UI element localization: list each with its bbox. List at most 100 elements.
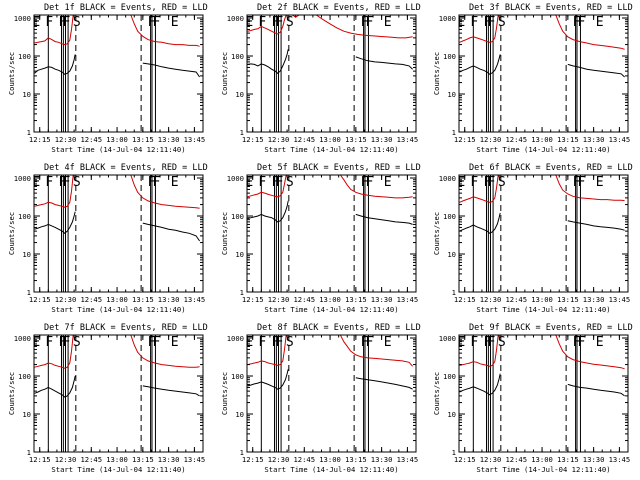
y-tick-label: 1000	[14, 334, 31, 343]
x-axis-label: Start Time (14-Jul-04 12:11:40)	[51, 145, 185, 154]
marker-label: F	[470, 15, 478, 30]
plot-frame	[246, 334, 417, 453]
x-tick-label: 13:45	[397, 295, 419, 304]
y-tick-label: 100	[18, 212, 31, 221]
x-tick-label: 13:45	[609, 295, 631, 304]
x-tick-label: 12:15	[29, 455, 51, 464]
events-series-line	[459, 373, 501, 396]
plot-content	[247, 15, 413, 132]
marker-label: F	[573, 175, 581, 190]
x-tick-label: 13:15	[345, 135, 367, 144]
detector-panel: Det 4f BLACK = Events, RED = LLD Counts/s…	[7, 163, 208, 314]
y-tick-label: 1000	[227, 174, 244, 183]
detector-panel: Det 5f BLACK = Events, RED = LLD Counts/s…	[220, 163, 421, 314]
panel-title: Det 9f BLACK = Events, RED = LLD	[469, 323, 633, 333]
plot-frame	[458, 174, 629, 293]
y-tick-label: 10	[235, 90, 244, 99]
marker-label: F	[271, 175, 279, 190]
events-series-line	[355, 377, 413, 390]
marker-label: F	[365, 15, 373, 30]
x-tick-label: 12:30	[480, 455, 502, 464]
x-tick-label: 12:45	[293, 135, 315, 144]
x-tick-label: 12:45	[293, 295, 315, 304]
events-series-line	[34, 211, 76, 234]
detector-panel: Det 9f BLACK = Events, RED = LLD Counts/s…	[432, 323, 633, 474]
marker-label: F	[258, 175, 266, 190]
x-tick-label: 13:30	[583, 455, 605, 464]
marker-label: F	[258, 15, 266, 30]
x-tick-label: 13:15	[557, 295, 579, 304]
plot-content	[34, 335, 200, 452]
x-axis-label: Start Time (14-Jul-04 12:11:40)	[264, 465, 398, 474]
marker-label: F	[276, 15, 284, 30]
x-tick-label: 12:30	[268, 135, 290, 144]
x-tick-label: 13:15	[557, 135, 579, 144]
plot-content	[459, 335, 625, 452]
y-tick-label: 10	[235, 410, 244, 419]
events-series-line	[34, 375, 76, 398]
panel-title: Det 8f BLACK = Events, RED = LLD	[257, 323, 421, 333]
events-series-line	[247, 200, 289, 223]
x-tick-label: 12:15	[29, 135, 51, 144]
x-tick-label: 13:30	[583, 295, 605, 304]
x-tick-label: 12:15	[454, 455, 476, 464]
x-axis-label: Start Time (14-Jul-04 12:11:40)	[51, 305, 185, 314]
marker-label: E	[171, 175, 179, 190]
plot-frame	[246, 174, 417, 293]
marker-label: E	[32, 175, 40, 190]
x-tick-label: 13:00	[106, 455, 128, 464]
x-axis-label: Start Time (14-Jul-04 12:11:40)	[264, 145, 398, 154]
x-tick-label: 13:45	[184, 455, 206, 464]
x-tick-label: 12:15	[454, 135, 476, 144]
x-tick-label: 13:30	[583, 135, 605, 144]
x-tick-label: 13:30	[158, 135, 180, 144]
x-tick-label: 13:45	[609, 455, 631, 464]
x-tick-label: 12:30	[480, 295, 502, 304]
marker-label: E	[457, 175, 465, 190]
x-tick-label: 12:15	[242, 455, 264, 464]
events-series-line	[34, 54, 76, 75]
x-axis-label: Start Time (14-Jul-04 12:11:40)	[476, 465, 610, 474]
marker-label: E	[596, 335, 604, 350]
marker-label: S	[498, 175, 506, 190]
events-series-line	[459, 212, 501, 234]
y-tick-label: 10	[447, 410, 456, 419]
plot-content	[247, 175, 413, 292]
x-tick-label: 12:15	[29, 295, 51, 304]
y-tick-label: 10	[235, 250, 244, 259]
y-tick-label: 100	[231, 372, 244, 381]
marker-label: F	[152, 15, 160, 30]
marker-label: F	[271, 335, 279, 350]
marker-label: E	[32, 15, 40, 30]
marker-label: E	[245, 335, 253, 350]
marker-label: F	[152, 175, 160, 190]
marker-label: F	[271, 15, 279, 30]
panel-title: Det 1f BLACK = Events, RED = LLD	[44, 3, 208, 13]
marker-label: S	[498, 15, 506, 30]
x-tick-label: 13:00	[319, 295, 341, 304]
x-tick-label: 12:30	[268, 295, 290, 304]
plot-frame	[458, 14, 629, 133]
x-tick-label: 13:30	[158, 295, 180, 304]
x-tick-label: 12:30	[55, 455, 77, 464]
lld-series-line	[247, 175, 287, 198]
y-tick-label: 100	[18, 52, 31, 61]
detector-panel: Det 3f BLACK = Events, RED = LLD Counts/s…	[432, 3, 633, 154]
marker-label: F	[63, 175, 71, 190]
y-axis-label: Counts/sec	[432, 372, 441, 415]
events-series-line	[567, 63, 625, 78]
marker-label: F	[361, 175, 369, 190]
marker-label: F	[573, 335, 581, 350]
marker-label: F	[483, 175, 491, 190]
y-tick-label: 10	[447, 250, 456, 259]
marker-label: F	[483, 335, 491, 350]
lld-series-line	[34, 335, 74, 369]
lld-series-line	[339, 175, 413, 199]
plot-frame	[33, 14, 204, 133]
x-tick-label: 12:15	[454, 295, 476, 304]
lld-series-line	[130, 15, 200, 47]
y-tick-label: 100	[231, 52, 244, 61]
marker-label: F	[45, 335, 53, 350]
marker-label: F	[276, 175, 284, 190]
